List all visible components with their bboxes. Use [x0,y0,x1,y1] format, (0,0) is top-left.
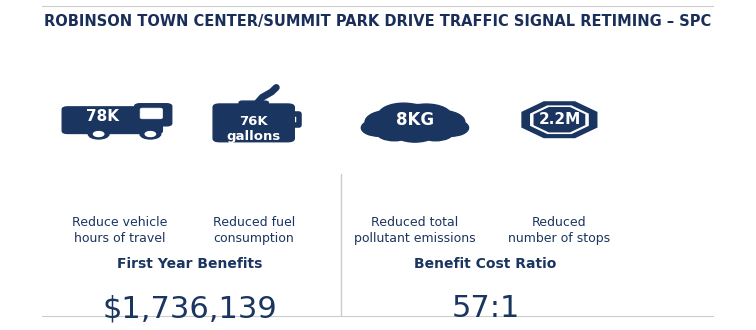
Circle shape [392,121,438,142]
FancyBboxPatch shape [62,107,163,133]
Circle shape [94,132,104,137]
Text: Benefit Cost Ratio: Benefit Cost Ratio [414,257,556,271]
Circle shape [383,105,447,135]
Circle shape [88,129,109,139]
Circle shape [145,132,156,137]
Circle shape [416,110,465,134]
Circle shape [365,110,414,134]
Text: 57:1: 57:1 [451,294,519,323]
Text: Reduced fuel
consumption: Reduced fuel consumption [212,216,295,245]
Text: $1,736,139: $1,736,139 [103,294,277,323]
Text: Reduced total
pollutant emissions: Reduced total pollutant emissions [354,216,476,245]
Text: 2.2M: 2.2M [538,112,581,127]
Circle shape [433,119,469,136]
Text: 78K: 78K [86,109,119,124]
Circle shape [418,124,454,141]
Polygon shape [534,108,584,132]
Text: 8KG: 8KG [396,111,434,129]
Text: First Year Benefits: First Year Benefits [117,257,262,271]
FancyBboxPatch shape [213,104,294,142]
Circle shape [361,119,397,136]
FancyBboxPatch shape [239,101,268,109]
Text: Reduce vehicle
hours of travel: Reduce vehicle hours of travel [72,216,167,245]
Text: Reduced
number of stops: Reduced number of stops [508,216,610,245]
FancyBboxPatch shape [140,108,163,119]
Polygon shape [531,106,588,133]
Circle shape [401,104,451,128]
Text: 76K
gallons: 76K gallons [227,115,280,143]
Polygon shape [522,102,596,138]
Circle shape [140,129,161,139]
Circle shape [378,103,429,127]
FancyBboxPatch shape [135,104,172,126]
Text: ROBINSON TOWN CENTER/SUMMIT PARK DRIVE TRAFFIC SIGNAL RETIMING – SPC: ROBINSON TOWN CENTER/SUMMIT PARK DRIVE T… [45,14,711,29]
Circle shape [376,124,412,141]
